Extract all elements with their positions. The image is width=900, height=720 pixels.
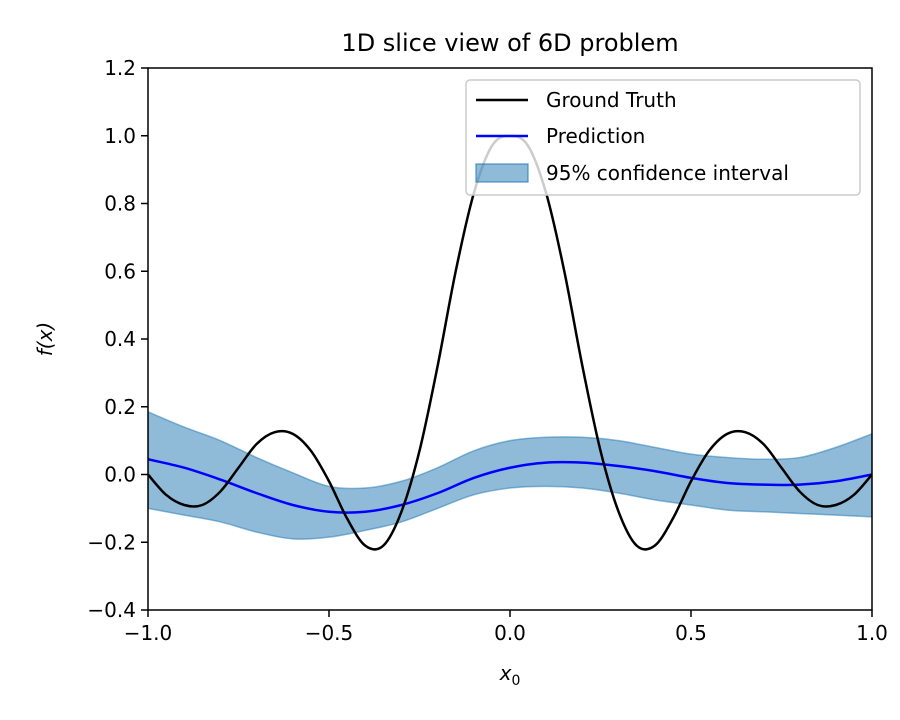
x-axis-label: x0: [499, 661, 521, 689]
chart-title: 1D slice view of 6D problem: [341, 29, 678, 57]
prediction-line: [148, 458, 872, 514]
x-tick-label: 1.0: [856, 621, 888, 645]
y-tick-label: −0.4: [87, 598, 136, 622]
legend-swatch-confidence-interval: [475, 163, 529, 183]
x-tick-label: −1.0: [124, 621, 173, 645]
y-tick-label: 1.0: [104, 124, 136, 148]
y-axis-label: f(x): [33, 322, 57, 356]
legend-frame: [465, 79, 861, 196]
plot-area: [148, 134, 872, 551]
x-tick-label: 0.5: [675, 621, 707, 645]
plot-marks: [148, 134, 872, 551]
legend: Ground Truth Prediction 95% confidence i…: [465, 79, 861, 196]
legend-label-ground-truth: Ground Truth: [546, 88, 677, 112]
y-tick-label: 0.4: [104, 327, 136, 351]
y-tick-label: 0.0: [104, 463, 136, 487]
axes: −1.0 −0.5 0.0 0.5 1.0 −0.4 −0.2 0.0 0.2 0.4 0.6 0.8…: [87, 56, 887, 645]
confidence-interval-band: [148, 411, 872, 540]
legend-label-confidence-interval: 95% confidence interval: [546, 161, 789, 185]
y-tick-label: 1.2: [104, 56, 136, 80]
x-axis-label-main: x: [499, 661, 512, 685]
y-tick-label: 0.8: [104, 192, 136, 216]
x-tick-label: 0.0: [494, 621, 526, 645]
legend-label-prediction: Prediction: [546, 124, 645, 148]
y-tick-label: 0.6: [104, 259, 136, 283]
y-tick-label: 0.2: [104, 395, 136, 419]
x-axis-label-subscript: 0: [511, 673, 520, 689]
y-tick-label: −0.2: [87, 530, 136, 554]
x-tick-label: −0.5: [305, 621, 354, 645]
